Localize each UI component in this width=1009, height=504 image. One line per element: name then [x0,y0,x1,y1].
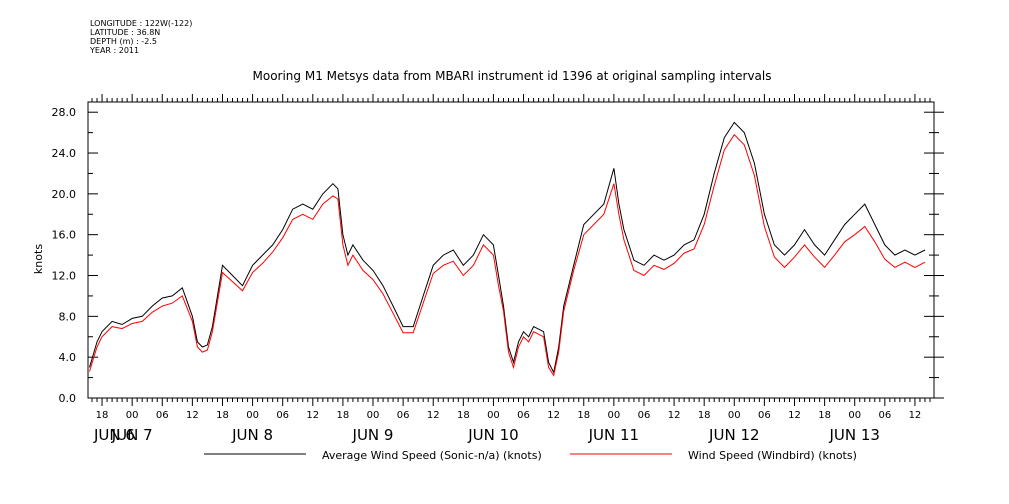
meta-latitude: LATITUDE : 36.8N [90,28,161,37]
x-hour-label: 00 [607,410,620,421]
x-hour-label: 18 [96,410,109,421]
x-hour-label: 18 [577,410,590,421]
x-date-label: JUN 8 [231,426,273,444]
x-hour-label: 12 [909,410,922,421]
x-hour-label: 12 [427,410,440,421]
x-hour-label: 00 [126,410,139,421]
x-hour-label: 06 [276,410,289,421]
x-date-label: JUN 7 [111,426,153,444]
y-tick-label: 0.0 [59,392,77,405]
x-hour-label: 18 [337,410,350,421]
x-hour-label: 18 [457,410,470,421]
x-hour-label: 06 [517,410,530,421]
x-hour-label: 06 [758,410,771,421]
x-hour-label: 00 [487,410,500,421]
y-tick-label: 28.0 [52,106,77,119]
x-hour-label: 00 [246,410,259,421]
x-hour-label: 18 [216,410,229,421]
y-tick-label: 20.0 [52,188,77,201]
x-date-label: JUN 11 [588,426,639,444]
series-layer [89,121,926,377]
x-hour-label: 18 [698,410,711,421]
x-hour-label: 12 [306,410,319,421]
meta-longitude: LONGITUDE : 122W(-122) [90,19,193,28]
y-tick-label: 24.0 [52,147,77,160]
y-axis-label: knots [32,244,45,274]
x-date-label: JUN 13 [828,426,879,444]
legend-label-sonic: Average Wind Speed (Sonic-n/a) (knots) [322,449,542,462]
x-hour-label: 00 [728,410,741,421]
x-hour-label: 06 [156,410,169,421]
series-line-wind-speed-windbird [89,133,926,377]
x-hour-label: 00 [848,410,861,421]
legend: Average Wind Speed (Sonic-n/a) (knots) W… [204,449,857,462]
x-date-label: JUN 9 [352,426,394,444]
x-hour-label: 06 [638,410,651,421]
x-hour-label: 06 [878,410,891,421]
metadata-block: LONGITUDE : 122W(-122) LATITUDE : 36.8N … [90,19,192,55]
plot-axes: 18 00 06 12 18 00 06 12 18 00 06 12 18 00 06 12 18 00 06 12… [52,94,944,444]
x-hour-label: 06 [397,410,410,421]
meta-year: YEAR : 2011 [90,46,140,55]
chart-title: Mooring M1 Metsys data from MBARI instru… [253,69,772,83]
x-hour-label: 00 [367,410,380,421]
x-hour-label: 12 [788,410,801,421]
y-tick-label: 4.0 [59,351,77,364]
x-hour-label: 18 [818,410,831,421]
x-date-label: JUN 12 [708,426,759,444]
x-hour-label: 12 [186,410,199,421]
x-hour-label: 12 [547,410,560,421]
x-date-label: JUN 10 [467,426,518,444]
series-line-average-wind-speed-sonic [89,121,926,375]
y-tick-label: 8.0 [59,310,77,323]
plot-frame [87,101,935,399]
x-date-label: JUN 6 [93,426,135,444]
x-hour-label: 12 [668,410,681,421]
y-tick-label: 16.0 [52,229,77,242]
meta-depth: DEPTH (m) : -2.5 [90,37,157,46]
legend-label-windbird: Wind Speed (Windbird) (knots) [688,449,857,462]
y-tick-label: 12.0 [52,270,77,283]
